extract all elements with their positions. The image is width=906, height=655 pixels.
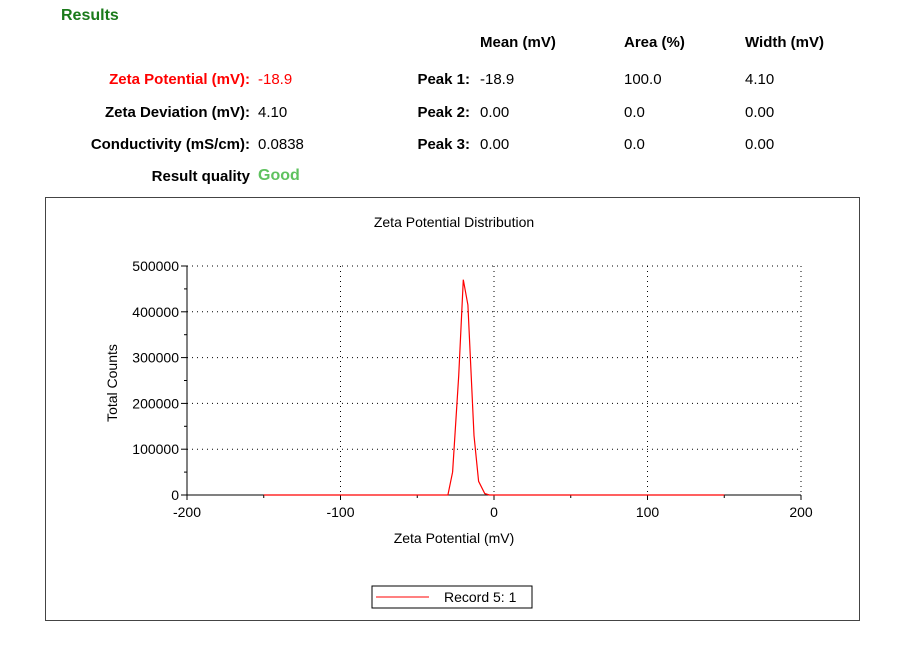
header-mean: Mean (mV) xyxy=(480,34,556,51)
y-tick-label: 100000 xyxy=(132,441,179,457)
zeta-potential-value: -18.9 xyxy=(258,71,293,88)
legend: Record 5: 1 xyxy=(371,585,533,609)
axes: 0 100000 200000 300000 400000 500000 -200 -100 0… xyxy=(132,258,813,520)
zeta-potential-label: Zeta Potential (mV): xyxy=(109,71,250,88)
peak-1-mean: -18.9 xyxy=(480,71,515,88)
chart-frame: Zeta Potential Distribution Zeta Potenti… xyxy=(45,197,860,621)
peak-2-label: Peak 2: xyxy=(417,104,470,121)
conductivity-label: Conductivity (mS/cm): xyxy=(90,136,250,153)
peak-1-area: 100.0 xyxy=(624,71,662,88)
zeta-deviation-value: 4.10 xyxy=(258,104,288,121)
y-tick-label: 200000 xyxy=(132,395,179,411)
header-area: Area (%) xyxy=(624,34,685,51)
peak-2-width: 0.00 xyxy=(745,104,775,121)
peak-1-width: 4.10 xyxy=(745,71,775,88)
zeta-deviation-label: Zeta Deviation (mV): xyxy=(104,104,250,121)
x-tick-label: 200 xyxy=(789,504,813,520)
results-title: Results xyxy=(61,7,119,24)
x-tick-label: -100 xyxy=(326,504,354,520)
y-tick-label: 400000 xyxy=(132,304,179,320)
result-quality-label: Result quality xyxy=(151,168,250,185)
x-tick-label: 0 xyxy=(490,504,498,520)
y-tick-label: 300000 xyxy=(132,350,179,366)
y-tick-label: 0 xyxy=(171,487,179,503)
peak-3-label: Peak 3: xyxy=(417,136,470,153)
x-tick-label: -200 xyxy=(173,504,201,520)
x-tick-label: 100 xyxy=(636,504,660,520)
peak-3-width: 0.00 xyxy=(745,136,775,153)
legend-label: Record 5: 1 xyxy=(444,589,517,605)
legend-box xyxy=(371,585,533,609)
chart-title: Zeta Potential Distribution xyxy=(374,214,534,230)
y-tick-label: 500000 xyxy=(132,258,179,274)
peak-1-label: Peak 1: xyxy=(417,71,470,88)
conductivity-value: 0.0838 xyxy=(258,136,304,153)
peak-2-area: 0.0 xyxy=(624,104,645,121)
x-axis-label: Zeta Potential (mV) xyxy=(394,530,515,546)
header-width: Width (mV) xyxy=(745,34,825,51)
peak-2-mean: 0.00 xyxy=(480,104,510,121)
result-quality-value: Good xyxy=(258,167,300,184)
peak-3-mean: 0.00 xyxy=(480,136,510,153)
series-layer xyxy=(263,279,725,496)
series-line xyxy=(263,279,725,496)
y-axis-label: Total Counts xyxy=(104,344,120,422)
zeta-potential-chart: Zeta Potential Distribution Zeta Potenti… xyxy=(104,214,813,609)
peak-3-area: 0.0 xyxy=(624,136,645,153)
grid-lines xyxy=(187,265,802,495)
